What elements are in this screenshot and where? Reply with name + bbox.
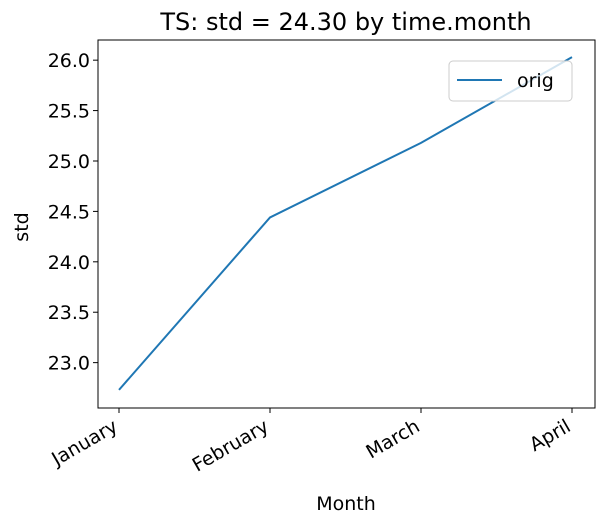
y-tick-label: 25.0 <box>48 151 90 173</box>
legend: orig <box>448 60 573 102</box>
x-tick-label: April <box>526 415 575 456</box>
legend-box <box>448 60 573 102</box>
y-tick-label: 23.5 <box>48 302 90 324</box>
y-tick-label: 24.5 <box>48 201 90 223</box>
y-axis-title: std <box>11 212 33 241</box>
y-tick-label: 25.5 <box>48 101 90 123</box>
plot-frame <box>97 39 596 409</box>
x-axis-title: Month <box>316 493 376 515</box>
x-tick-label: March <box>362 415 423 463</box>
plot-area <box>118 56 573 391</box>
x-tick-label: February <box>189 415 273 476</box>
y-tick-label: 24.0 <box>48 252 90 274</box>
y-tick-label: 23.0 <box>48 353 90 375</box>
chart-title: TS: std = 24.30 by time.month <box>159 8 531 36</box>
y-tick-label: 26.0 <box>48 50 90 72</box>
legend-label-orig: orig <box>517 70 554 92</box>
x-tick-label: January <box>47 415 121 471</box>
axes-area: 23.0 23.5 24.0 24.5 25.0 25.5 26.0 January Febru… <box>47 39 596 476</box>
series-line-orig <box>118 56 573 391</box>
